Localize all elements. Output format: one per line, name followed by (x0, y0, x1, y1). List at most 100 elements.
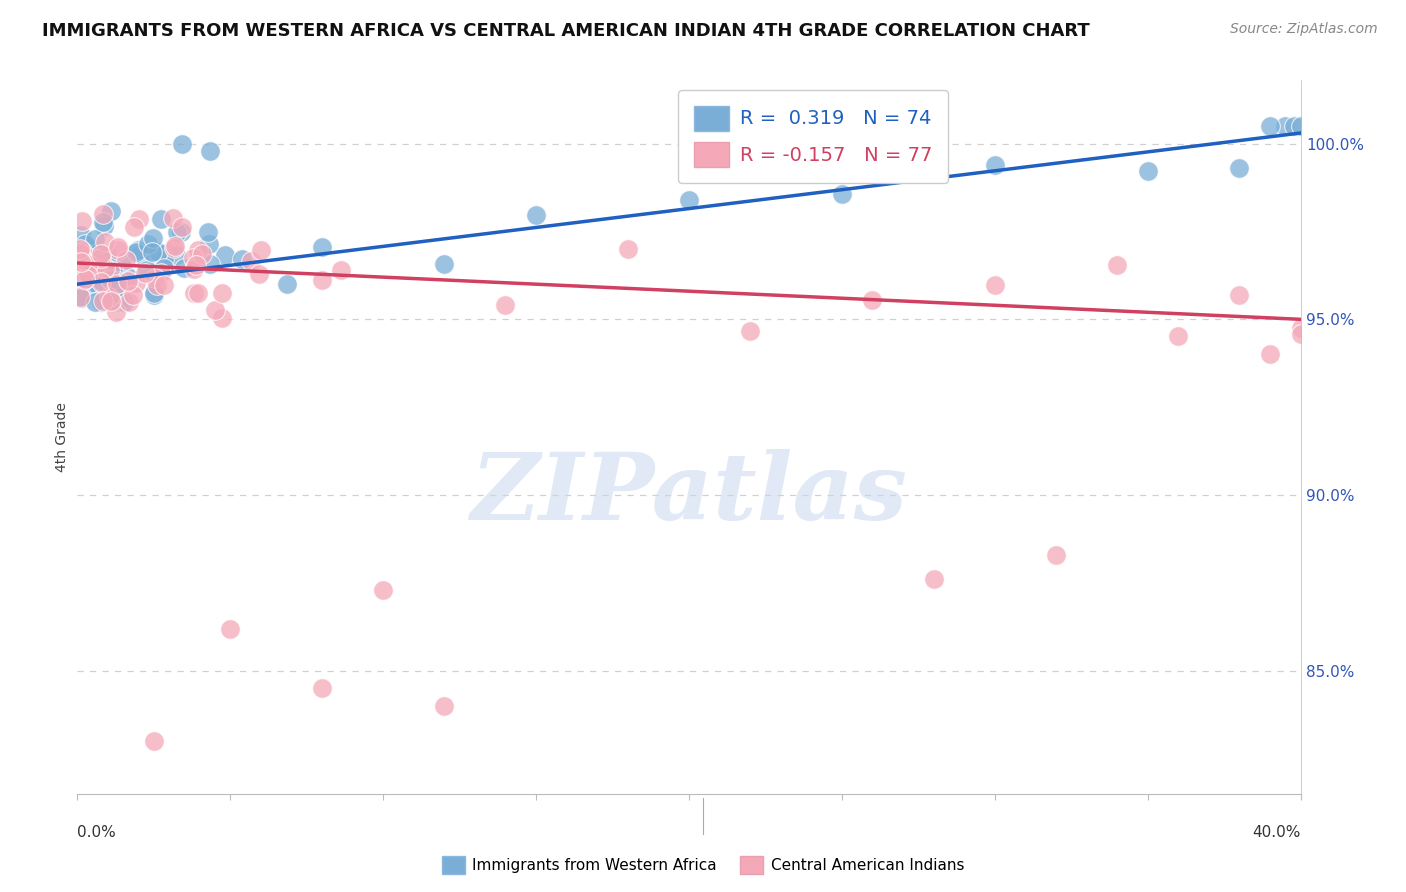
Point (84, 232, 107, 246)
Point (97, 290, 120, 304)
Point (1136, 163, 1159, 178)
Point (831, 187, 853, 202)
Point (87, 245, 110, 260)
Point (1107, 258, 1129, 272)
Text: ZIPatlas: ZIPatlas (471, 450, 907, 539)
Point (433, 698, 456, 713)
Point (122, 287, 145, 301)
Point (153, 260, 176, 275)
Point (187, 285, 209, 300)
Point (1289, 327, 1312, 342)
Point (250, 243, 273, 257)
Point (141, 245, 163, 260)
Text: IMMIGRANTS FROM WESTERN AFRICA VS CENTRAL AMERICAN INDIAN 4TH GRADE CORRELATION : IMMIGRANTS FROM WESTERN AFRICA VS CENTRA… (42, 22, 1090, 40)
Point (214, 248, 236, 262)
Point (69, 290, 91, 304)
Point (83, 260, 105, 275)
Point (181, 252, 204, 266)
Point (211, 310, 233, 325)
Point (240, 254, 263, 268)
Point (77, 251, 100, 265)
Point (170, 220, 193, 235)
Point (186, 258, 208, 272)
Point (146, 278, 169, 293)
Point (371, 582, 394, 597)
Point (187, 243, 209, 257)
Point (94, 261, 117, 276)
Point (69, 255, 91, 269)
Point (91, 274, 114, 288)
Point (97, 253, 120, 268)
Point (73, 273, 96, 287)
Point (183, 285, 205, 300)
Point (117, 269, 139, 284)
Point (1229, 287, 1251, 301)
Point (79, 241, 101, 255)
Point (70, 244, 93, 259)
Point (191, 246, 214, 260)
Point (73, 254, 96, 268)
Point (166, 225, 188, 239)
Point (311, 273, 333, 287)
Point (100, 272, 122, 286)
Point (112, 294, 135, 309)
Point (1274, 119, 1296, 133)
Point (125, 277, 148, 291)
Point (162, 211, 184, 225)
Point (91, 271, 114, 285)
Point (163, 239, 186, 253)
Point (70, 228, 93, 243)
Point (70, 290, 93, 304)
Point (69, 242, 91, 256)
Point (141, 245, 163, 260)
Point (219, 622, 242, 636)
Point (183, 261, 205, 276)
Point (80, 257, 103, 271)
Point (115, 253, 138, 268)
Point (149, 211, 172, 226)
Point (96, 248, 118, 262)
Point (198, 257, 221, 271)
Point (110, 255, 132, 269)
Point (150, 266, 173, 280)
Point (249, 267, 271, 281)
Point (173, 261, 195, 276)
Point (922, 573, 945, 587)
Point (311, 240, 333, 254)
Point (104, 280, 127, 294)
Point (91, 207, 114, 221)
Point (125, 244, 148, 259)
Text: Source: ZipAtlas.com: Source: ZipAtlas.com (1230, 22, 1378, 37)
Point (117, 275, 139, 289)
Point (170, 225, 193, 239)
Point (198, 144, 221, 158)
Legend: Immigrants from Western Africa, Central American Indians: Immigrants from Western Africa, Central … (436, 850, 970, 880)
Point (128, 211, 150, 226)
Point (93, 219, 115, 233)
Point (1258, 119, 1281, 133)
Point (156, 246, 179, 260)
Point (862, 293, 884, 308)
Point (172, 136, 194, 151)
Point (94, 235, 117, 250)
Point (107, 274, 129, 288)
Point (107, 240, 129, 254)
Point (433, 257, 456, 271)
Point (90, 294, 112, 309)
Point (79, 277, 101, 291)
Point (107, 294, 129, 309)
Point (142, 734, 165, 748)
Point (100, 263, 122, 277)
Point (142, 285, 165, 300)
Point (162, 241, 184, 255)
Text: 40.0%: 40.0% (1253, 825, 1301, 840)
Point (524, 208, 547, 222)
Point (100, 273, 122, 287)
Point (101, 261, 124, 276)
Point (91, 215, 114, 229)
Point (90, 275, 112, 289)
Point (75, 236, 97, 251)
Point (204, 303, 226, 318)
Point (73, 271, 96, 285)
Point (740, 325, 762, 339)
